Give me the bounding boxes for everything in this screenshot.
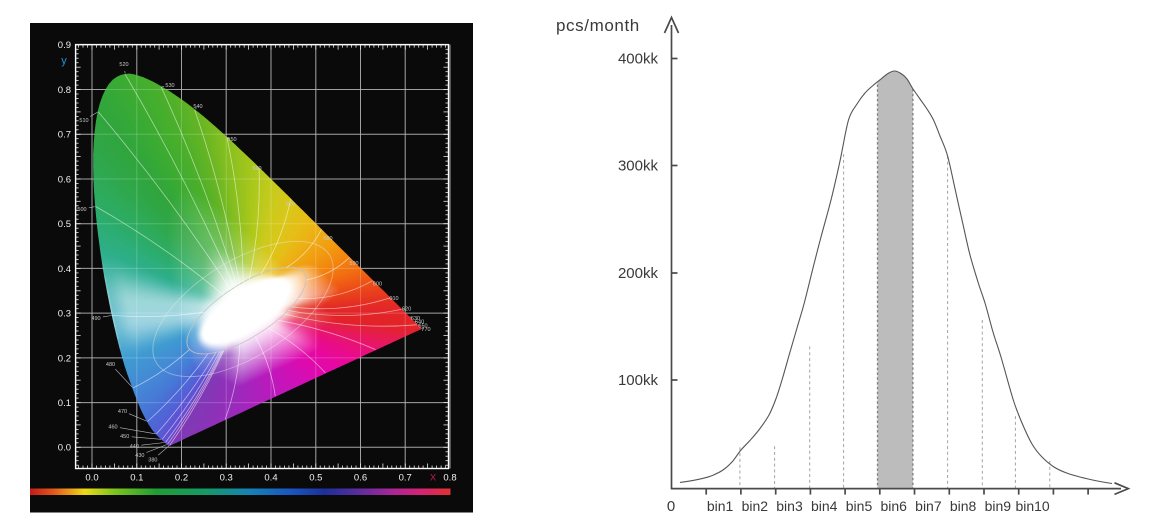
- svg-text:bin1: bin1: [707, 498, 734, 514]
- svg-text:640: 640: [415, 320, 424, 326]
- svg-text:590: 590: [349, 261, 358, 267]
- svg-text:0.8: 0.8: [443, 473, 456, 484]
- svg-text:450: 450: [120, 434, 129, 440]
- svg-text:560: 560: [252, 166, 261, 172]
- svg-text:0.3: 0.3: [220, 473, 233, 484]
- svg-text:0.7: 0.7: [399, 473, 412, 484]
- svg-text:490: 490: [91, 316, 100, 322]
- svg-text:460: 460: [108, 425, 117, 431]
- svg-text:bin10: bin10: [1015, 498, 1049, 514]
- svg-text:0.7: 0.7: [58, 130, 71, 141]
- svg-text:0.9: 0.9: [58, 40, 71, 51]
- svg-text:0.1: 0.1: [58, 398, 71, 409]
- svg-text:540: 540: [193, 104, 202, 110]
- svg-text:pcs/month: pcs/month: [556, 16, 640, 35]
- svg-text:610: 610: [389, 296, 398, 302]
- svg-text:0.8: 0.8: [58, 85, 71, 96]
- svg-text:550: 550: [227, 137, 236, 143]
- svg-text:200kk: 200kk: [618, 265, 659, 282]
- svg-text:770: 770: [421, 327, 430, 333]
- svg-text:0.5: 0.5: [58, 219, 71, 230]
- svg-text:X: X: [430, 473, 437, 484]
- svg-text:620: 620: [402, 307, 411, 313]
- svg-text:0.0: 0.0: [58, 443, 71, 454]
- svg-text:0.2: 0.2: [175, 473, 188, 484]
- svg-text:0.5: 0.5: [309, 473, 322, 484]
- svg-text:600: 600: [373, 282, 382, 288]
- svg-text:bin9: bin9: [985, 498, 1012, 514]
- svg-text:440: 440: [130, 444, 139, 450]
- svg-text:520: 520: [119, 62, 128, 68]
- svg-text:470: 470: [118, 409, 127, 415]
- svg-text:bin7: bin7: [915, 498, 942, 514]
- svg-text:bin2: bin2: [742, 498, 769, 514]
- svg-text:510: 510: [79, 118, 88, 124]
- svg-text:y: y: [61, 55, 67, 67]
- svg-text:0.3: 0.3: [58, 309, 71, 320]
- svg-text:100kk: 100kk: [618, 372, 659, 389]
- svg-text:bin4: bin4: [811, 498, 838, 514]
- svg-text:bin3: bin3: [776, 498, 803, 514]
- svg-text:500: 500: [77, 207, 86, 213]
- svg-text:0.6: 0.6: [354, 473, 367, 484]
- svg-text:530: 530: [165, 83, 174, 89]
- svg-text:570: 570: [286, 202, 295, 208]
- svg-text:0.6: 0.6: [58, 174, 71, 185]
- svg-text:380: 380: [148, 458, 157, 464]
- svg-text:0.4: 0.4: [264, 473, 277, 484]
- svg-text:0.0: 0.0: [85, 473, 98, 484]
- svg-text:650: 650: [418, 323, 427, 329]
- svg-text:bin8: bin8: [950, 498, 977, 514]
- svg-text:580: 580: [323, 236, 332, 242]
- svg-text:0: 0: [667, 498, 675, 515]
- svg-text:0.1: 0.1: [130, 473, 143, 484]
- svg-text:300kk: 300kk: [618, 158, 659, 175]
- svg-text:630: 630: [411, 316, 420, 322]
- svg-text:0.2: 0.2: [58, 353, 71, 364]
- svg-text:430: 430: [135, 453, 144, 459]
- svg-text:480: 480: [106, 362, 115, 368]
- svg-text:400kk: 400kk: [618, 51, 659, 68]
- svg-text:bin5: bin5: [846, 498, 873, 514]
- svg-text:bin6: bin6: [880, 498, 907, 514]
- svg-text:0.4: 0.4: [58, 264, 71, 275]
